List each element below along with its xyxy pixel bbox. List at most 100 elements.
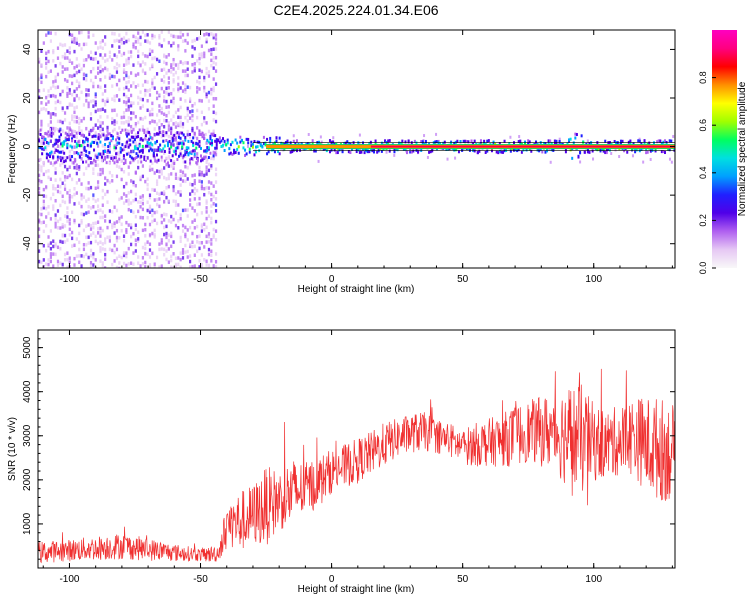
noise-cell	[66, 67, 69, 71]
band-cell	[269, 136, 272, 140]
noise-cell	[71, 210, 74, 215]
band-cell	[209, 142, 212, 146]
noise-cell	[212, 184, 215, 188]
band-cell	[49, 128, 52, 132]
noise-cell	[188, 85, 192, 90]
noise-cell	[214, 152, 218, 157]
noise-cell	[94, 210, 97, 215]
noise-cell	[155, 159, 159, 164]
noise-cell	[61, 43, 64, 48]
noise-cell	[92, 99, 95, 103]
noise-cell	[153, 119, 156, 124]
noise-cell	[205, 141, 208, 145]
noise-cell	[42, 138, 45, 142]
noise-cell	[191, 62, 194, 67]
noise-cell	[122, 115, 126, 119]
noise-cell	[167, 128, 170, 132]
band-cell	[157, 158, 160, 162]
band-cell	[667, 147, 670, 151]
noise-cell	[49, 139, 52, 143]
noise-cell	[104, 257, 107, 261]
noise-cell	[191, 113, 194, 118]
noise-cell	[205, 169, 208, 173]
noise-cell	[96, 163, 100, 168]
band-cell	[174, 152, 177, 156]
noise-cell	[155, 122, 159, 126]
noise-cell	[181, 179, 185, 183]
band-cell	[346, 140, 349, 144]
band-cell	[174, 136, 177, 140]
noise-cell	[160, 134, 163, 139]
noise-cell	[130, 149, 133, 154]
noise-cell	[165, 235, 168, 240]
noise-cell	[99, 85, 102, 90]
noise-cell	[115, 66, 119, 71]
band-cell	[122, 154, 125, 158]
noise-cell	[49, 120, 52, 124]
band-cell	[278, 136, 281, 140]
noise-cell	[193, 226, 196, 230]
noise-cell	[115, 256, 119, 261]
noise-cell	[214, 149, 218, 154]
noise-cell	[59, 42, 62, 47]
band-cell	[459, 140, 462, 144]
noise-cell	[73, 110, 76, 115]
noise-cell	[188, 116, 192, 120]
band-cell	[42, 160, 45, 164]
noise-cell	[118, 126, 121, 130]
noise-cell	[66, 49, 69, 53]
band-cell	[58, 129, 61, 133]
noise-cell	[42, 203, 45, 208]
band-cell	[380, 141, 383, 145]
band-cell	[55, 141, 58, 145]
noise-cell	[191, 264, 194, 268]
band-cell	[53, 151, 56, 155]
noise-cell	[120, 121, 123, 125]
band-cell	[229, 143, 232, 147]
noise-cell	[87, 54, 90, 58]
spectrogram-x-label: Height of straight line (km)	[298, 284, 415, 295]
noise-cell	[153, 235, 156, 239]
noise-cell	[137, 40, 140, 44]
band-cell	[195, 161, 198, 165]
noise-cell	[179, 174, 182, 178]
noise-cell	[45, 56, 48, 61]
noise-cell	[307, 132, 310, 136]
band-cell	[72, 161, 75, 165]
band-cell	[42, 141, 45, 145]
noise-cell	[66, 265, 69, 268]
noise-cell	[82, 116, 86, 121]
noise-cell	[207, 129, 211, 134]
noise-cell	[137, 31, 140, 35]
band-cell	[550, 148, 553, 152]
band-cell	[60, 133, 63, 137]
band-cell	[63, 160, 66, 164]
noise-cell	[153, 228, 156, 233]
noise-cell	[115, 82, 119, 87]
noise-cell	[47, 134, 50, 138]
noise-cell	[179, 86, 182, 90]
noise-cell	[205, 160, 208, 164]
band-cell	[93, 134, 96, 138]
noise-cell	[167, 247, 170, 251]
noise-cell	[172, 185, 175, 189]
noise-cell	[68, 218, 71, 222]
noise-cell	[144, 39, 147, 43]
noise-cell	[66, 132, 69, 137]
noise-cell	[193, 68, 196, 73]
band-cell	[179, 141, 182, 145]
noise-cell	[184, 225, 187, 230]
noise-cell	[61, 225, 64, 229]
band-cell	[146, 130, 149, 134]
band-cell	[188, 158, 191, 162]
noise-cell	[317, 159, 320, 163]
noise-cell	[191, 126, 194, 131]
band-cell	[193, 131, 196, 135]
noise-cell	[139, 177, 142, 182]
noise-cell	[193, 209, 196, 213]
band-cell	[424, 139, 427, 143]
noise-cell	[66, 79, 69, 83]
noise-cell	[68, 188, 71, 193]
noise-cell	[144, 93, 147, 97]
noise-cell	[101, 215, 104, 220]
